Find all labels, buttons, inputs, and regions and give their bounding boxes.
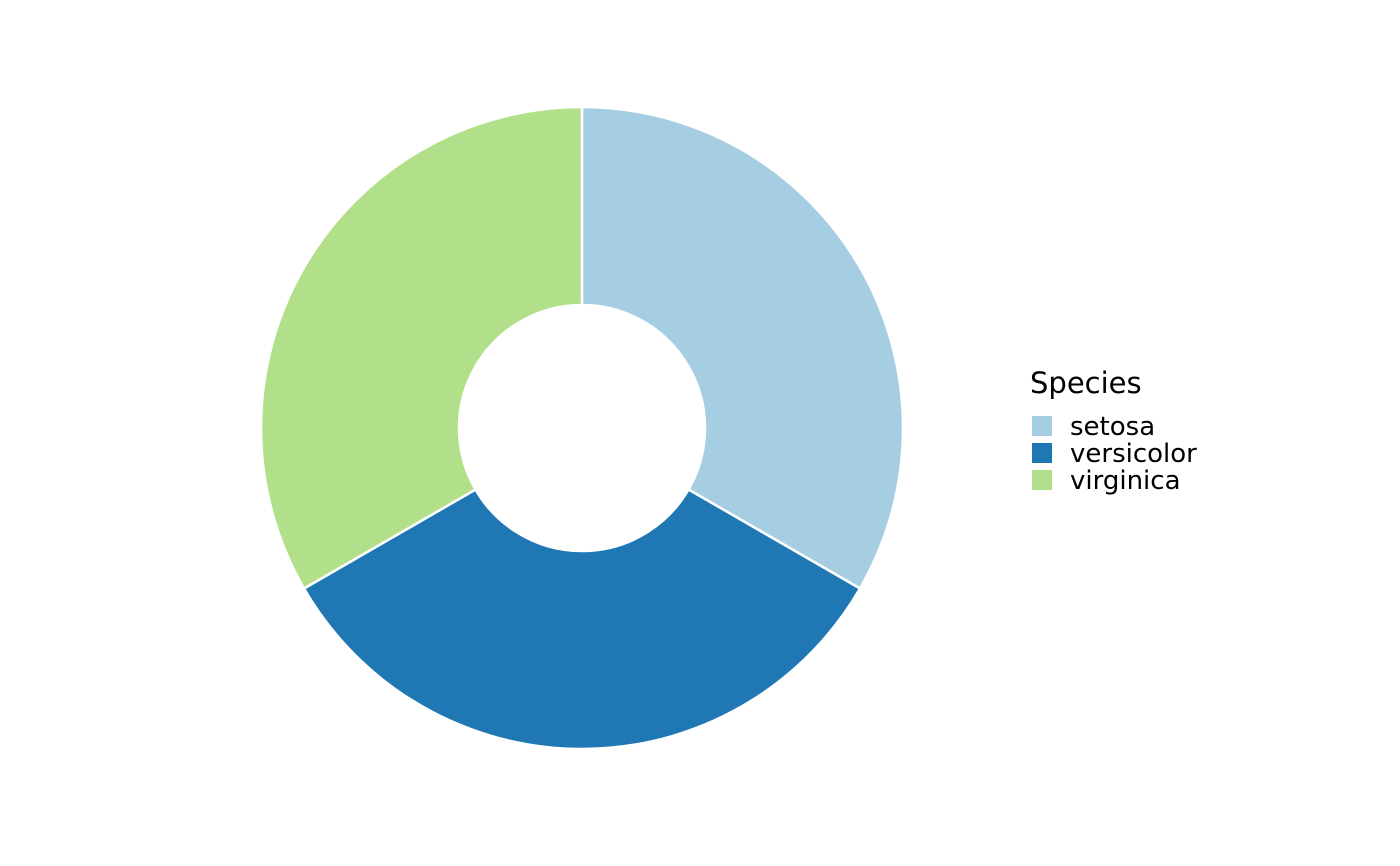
legend-key-versicolor — [1032, 443, 1052, 463]
legend-title: Species — [1030, 366, 1142, 400]
slice-versicolor — [302, 487, 862, 751]
legend-label-virginica: virginica — [1070, 466, 1181, 496]
legend-label-versicolor: versicolor — [1070, 439, 1197, 469]
legend-key-setosa — [1032, 416, 1052, 436]
legend-label-setosa: setosa — [1070, 412, 1155, 442]
slice-setosa — [580, 105, 905, 591]
donut-slices — [259, 105, 905, 751]
legend-key-virginica — [1032, 470, 1052, 490]
slice-virginica — [259, 105, 584, 591]
